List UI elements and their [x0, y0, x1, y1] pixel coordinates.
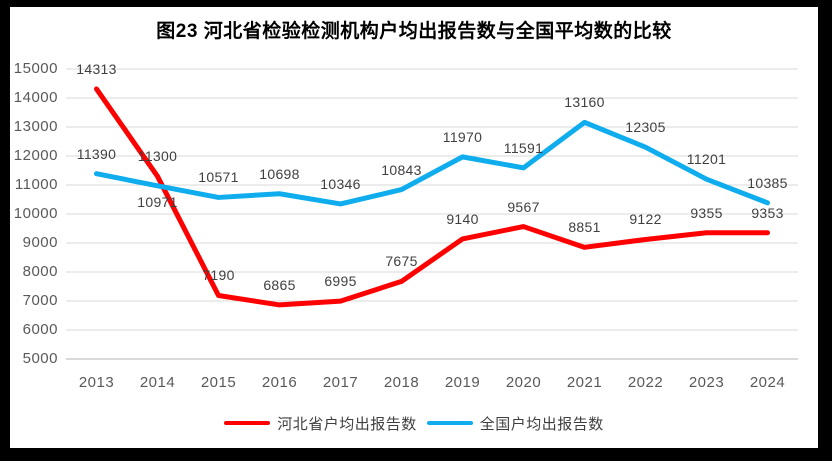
- data-label: 10346: [320, 175, 361, 192]
- x-axis-label: 2020: [505, 374, 542, 391]
- data-label: 11591: [503, 139, 544, 156]
- data-label: 10571: [198, 169, 239, 186]
- data-label: 10843: [381, 161, 422, 178]
- data-label: 9122: [629, 211, 662, 228]
- x-axis-label: 2015: [200, 374, 237, 391]
- y-axis-label: 14000: [13, 89, 58, 106]
- data-label: 10385: [747, 174, 788, 191]
- x-axis-label: 2013: [78, 374, 115, 391]
- y-axis-label: 9000: [22, 234, 58, 251]
- y-axis-label: 5000: [22, 350, 58, 367]
- data-label: 11970: [442, 128, 483, 145]
- data-label: 7675: [385, 253, 418, 270]
- data-label: 7190: [202, 267, 235, 284]
- data-label: 13160: [564, 94, 605, 111]
- data-label: 11390: [76, 145, 117, 162]
- x-axis-label: 2019: [444, 374, 481, 391]
- y-axis-label: 7000: [22, 292, 58, 309]
- legend-item-hebei: 河北省户均出报告数: [224, 413, 417, 434]
- x-axis-label: 2023: [688, 374, 725, 391]
- legend-swatch-national: [426, 420, 473, 426]
- chart-canvas: [10, 7, 818, 448]
- data-label: 6865: [263, 276, 296, 293]
- legend-swatch-hebei: [224, 420, 271, 426]
- data-label: 11201: [686, 151, 727, 168]
- data-label: 14313: [76, 60, 117, 77]
- y-axis-label: 6000: [22, 321, 58, 338]
- y-axis-label: 10000: [13, 205, 58, 222]
- x-axis-label: 2017: [322, 374, 359, 391]
- x-axis-label: 2018: [383, 374, 420, 391]
- legend: 河北省户均出报告数 全国户均出报告数: [10, 412, 818, 434]
- series-line-hebei: [94, 86, 770, 308]
- x-axis-label: 2024: [749, 374, 786, 391]
- data-label: 10971: [137, 193, 178, 210]
- legend-item-national: 全国户均出报告数: [426, 413, 604, 434]
- y-axis-label: 8000: [22, 263, 58, 280]
- x-axis-label: 2022: [627, 374, 664, 391]
- data-label: 8851: [568, 219, 601, 236]
- chart-title: 图23 河北省检验检测机构户均出报告数与全国平均数的比较: [156, 21, 672, 42]
- data-label: 11300: [137, 148, 178, 165]
- data-label: 10698: [259, 165, 300, 182]
- series-line-national: [94, 119, 770, 207]
- y-axis-label: 13000: [13, 118, 58, 135]
- data-label: 6995: [324, 273, 357, 290]
- data-label: 9353: [751, 204, 784, 221]
- x-axis-label: 2014: [139, 374, 176, 391]
- data-label: 9140: [446, 210, 479, 227]
- data-label: 12305: [625, 119, 666, 136]
- y-axis-label: 12000: [13, 147, 58, 164]
- x-axis-label: 2016: [261, 374, 298, 391]
- y-axis-label: 15000: [13, 60, 58, 77]
- legend-label-hebei: 河北省户均出报告数: [277, 415, 417, 433]
- legend-label-national: 全国户均出报告数: [479, 415, 604, 433]
- y-axis-label: 11000: [14, 176, 58, 193]
- data-label: 9355: [690, 204, 723, 221]
- x-axis-label: 2021: [566, 374, 603, 391]
- data-label: 9567: [507, 198, 540, 215]
